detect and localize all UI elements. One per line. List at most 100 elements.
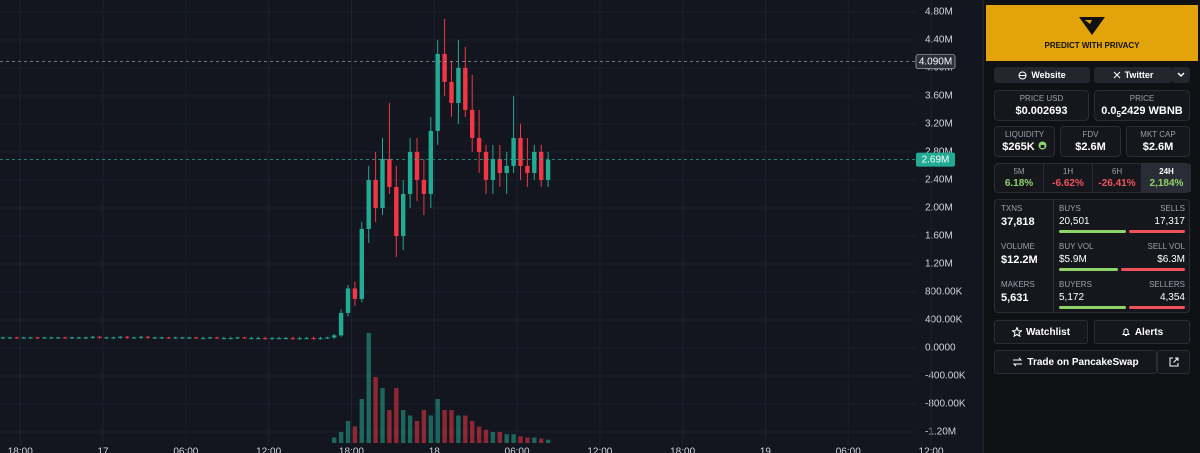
- volume-bar: [504, 434, 509, 443]
- right-value: 17,317: [1154, 216, 1185, 227]
- alerts-button[interactable]: Alerts: [1094, 320, 1190, 344]
- right-value: 4,354: [1159, 292, 1185, 303]
- volume-bar: [338, 432, 344, 443]
- candle-body: [470, 109, 475, 138]
- trade-button[interactable]: Trade on PancakeSwap: [994, 350, 1157, 374]
- volume-bar: [483, 429, 489, 443]
- candle-body: [539, 151, 544, 180]
- candle-body: [345, 288, 351, 313]
- candle-body: [511, 137, 516, 166]
- candle-body: [90, 336, 95, 338]
- candle-body: [28, 337, 33, 339]
- candle-body: [49, 337, 54, 339]
- stat: LIQUIDITY $265K: [994, 126, 1055, 157]
- twitter-link[interactable]: Twitter: [1094, 67, 1172, 83]
- candle-body: [449, 81, 454, 103]
- link-text: Website: [1031, 70, 1066, 80]
- candle-body: [228, 338, 233, 340]
- volume-bar: [366, 333, 371, 443]
- total: MAKERS 5,631: [1001, 280, 1035, 304]
- prefix: 0.0: [1101, 105, 1117, 117]
- timeframe-change: -6.62%: [1052, 178, 1084, 189]
- stats-row: TXNS 37,818 BUYS 20,501 SELLS 17,317: [995, 200, 1189, 238]
- volume-bar: [518, 436, 523, 443]
- sell-bar: [1128, 306, 1185, 309]
- website-link[interactable]: Website: [994, 67, 1090, 83]
- candle-body: [304, 338, 309, 340]
- button-text: Alerts: [1134, 326, 1164, 338]
- y-tick-label: 1.60M: [925, 231, 953, 242]
- price-label: 2.69M: [922, 154, 950, 165]
- buy-bar: [1059, 230, 1126, 233]
- y-tick-label: 3.20M: [925, 119, 953, 130]
- candle-body: [359, 228, 364, 299]
- candle-body: [7, 337, 13, 339]
- candle-body: [104, 337, 109, 339]
- y-tick-label: -400.00K: [925, 371, 966, 382]
- y-tick-label: 3.60M: [925, 91, 953, 102]
- candle-body: [532, 151, 537, 173]
- banner: PREDICT WITH PRIVACY: [986, 5, 1198, 61]
- left-stat: BUYS 20,501: [1059, 204, 1090, 227]
- timeframe[interactable]: 24H 2,184%: [1142, 164, 1191, 192]
- volume-bar: [463, 415, 468, 443]
- x-tick-label: 17: [97, 447, 109, 453]
- buy-bar: [1059, 306, 1126, 309]
- candle-body: [435, 53, 440, 131]
- label: PRICE USD: [1019, 94, 1064, 103]
- volume-bar: [456, 415, 461, 443]
- volume-bar: [421, 410, 427, 443]
- sell-bar: [1128, 230, 1185, 233]
- price-label-box: [916, 152, 955, 167]
- label: PRICE: [1129, 94, 1155, 103]
- value: $0.002693: [1015, 105, 1068, 117]
- expand[interactable]: [1172, 67, 1190, 83]
- candle-body: [173, 337, 178, 339]
- x-tick-label: 18:00: [8, 447, 33, 453]
- candle-body: [269, 338, 275, 340]
- stats-row: MAKERS 5,631 BUYERS 5,172 SELLERS 4,354: [995, 276, 1189, 314]
- candle-body: [200, 338, 206, 340]
- total-value: $12.2M: [1001, 254, 1038, 266]
- candle-body: [21, 337, 26, 339]
- candle-body: [180, 337, 185, 339]
- total-value: 37,818: [1001, 216, 1035, 228]
- y-tick-label: 400.00K: [925, 315, 963, 326]
- external-link[interactable]: [1157, 350, 1190, 374]
- candle-body: [235, 337, 240, 339]
- candle-body: [0, 337, 6, 339]
- y-tick-label: 4.80M: [925, 7, 953, 18]
- watchlist-button[interactable]: Watchlist: [994, 320, 1088, 344]
- volume-bar: [511, 434, 516, 443]
- banner-text: PREDICT WITH PRIVACY: [1044, 41, 1140, 50]
- candle-body: [131, 337, 137, 339]
- candle-body: [442, 53, 447, 82]
- timeframe[interactable]: 6H -26.41%: [1093, 164, 1142, 192]
- timeframe-label: 24H: [1159, 167, 1174, 176]
- candle-body: [352, 288, 358, 299]
- timeframe[interactable]: 5M 6.18%: [995, 164, 1044, 192]
- candle-body: [421, 179, 427, 194]
- candle-body: [504, 165, 509, 173]
- candle-body: [125, 336, 130, 338]
- candle-body: [187, 337, 192, 339]
- value: $2.6M: [1075, 141, 1106, 153]
- candle-body: [214, 337, 220, 339]
- candle-body: [83, 337, 88, 339]
- x-tick-label: 06:00: [836, 447, 861, 453]
- candle-body: [414, 151, 420, 180]
- volume-bar: [407, 415, 413, 443]
- left-value: $5.9M: [1059, 254, 1087, 265]
- candle-body: [194, 337, 199, 339]
- buy-bar: [1059, 268, 1119, 271]
- y-tick-label: 2.00M: [925, 203, 953, 214]
- stat: FDV $2.6M: [1060, 126, 1121, 157]
- candle-body: [97, 336, 102, 338]
- right-stat: SELLERS 4,354: [1149, 280, 1185, 303]
- candle-body: [311, 338, 316, 340]
- right-label: SELLS: [1160, 204, 1185, 213]
- timeframe[interactable]: 1H -6.62%: [1044, 164, 1093, 192]
- stats-row: VOLUME $12.2M BUY VOL $5.9M SELL VOL $6.3M: [995, 238, 1189, 276]
- x-tick-label: 19: [760, 447, 772, 453]
- left-label: BUYERS: [1059, 280, 1092, 289]
